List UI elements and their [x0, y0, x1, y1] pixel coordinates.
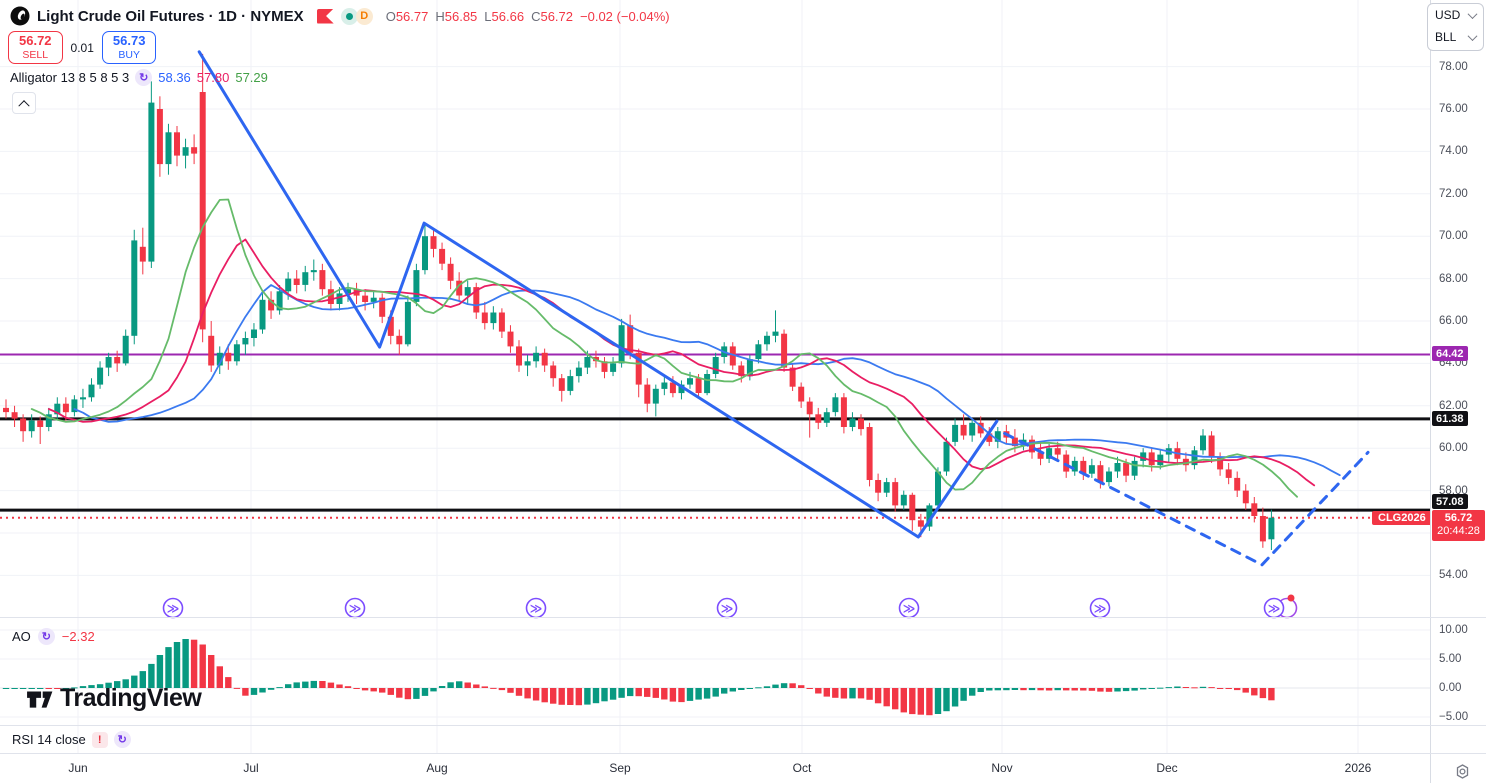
currency-dropdown[interactable]: USD	[1428, 4, 1483, 26]
rsi-label[interactable]: RSI 14 close	[12, 732, 86, 747]
rsi-legend: RSI 14 close ! ↻	[12, 731, 131, 748]
alligator-teeth-value: 57.80	[196, 70, 230, 85]
price-axis-label: 72.00	[1439, 187, 1468, 200]
svg-text:≫: ≫	[1268, 602, 1281, 616]
price-axis-label: 68.00	[1439, 272, 1468, 285]
price-change: −0.02 (−0.04%)	[580, 8, 670, 24]
unit-dropdown[interactable]: BLL	[1428, 26, 1483, 48]
ohlc-values: O56.77 H56.85 L56.66 C56.72 −0.02 (−0.04…	[385, 8, 670, 24]
time-axis-label[interactable]: Nov	[991, 761, 1013, 775]
price-axis-label: 58.00	[1439, 484, 1468, 497]
settings-gear-icon[interactable]	[1455, 764, 1470, 779]
price-axis-label: 54.00	[1439, 569, 1468, 582]
level-badge-purple: 64.42	[1432, 346, 1468, 361]
ao-axis-label: 10.00	[1439, 624, 1468, 636]
time-axis-label[interactable]: Jul	[243, 761, 259, 775]
chevron-up-icon	[18, 100, 30, 112]
svg-text:≫: ≫	[530, 602, 543, 616]
spread-value: 0.01	[70, 40, 94, 55]
currency-value: USD	[1435, 8, 1461, 22]
price-axis-label: 60.00	[1439, 442, 1468, 455]
ao-legend: AO ↻ −2.32	[12, 628, 95, 645]
ao-axis-label: 5.00	[1439, 653, 1462, 665]
current-price: 56.72	[1444, 511, 1473, 524]
ao-label[interactable]: AO	[12, 629, 31, 644]
unit-value: BLL	[1435, 30, 1457, 44]
refresh-icon[interactable]: ↻	[113, 731, 131, 748]
level-badge-black-2: 57.08	[1432, 494, 1468, 509]
axis-separator	[0, 753, 1486, 754]
svg-text:≫: ≫	[903, 602, 916, 616]
svg-text:≫: ≫	[1094, 602, 1107, 616]
collapse-button[interactable]	[12, 92, 36, 114]
refresh-icon[interactable]: ↻	[37, 628, 55, 645]
time-axis-label[interactable]: 2026	[1344, 761, 1372, 775]
sell-button[interactable]: 56.72 SELL	[8, 31, 63, 64]
time-axis-label[interactable]: Dec	[1156, 761, 1178, 775]
ao-axis-label: 0.00	[1439, 682, 1462, 694]
level-badge-black-1: 61.38	[1432, 411, 1468, 426]
countdown-timer: 20:44:28	[1437, 525, 1480, 538]
tradingview-glyph-icon	[27, 690, 53, 708]
price-axis-label: 70.00	[1439, 230, 1468, 243]
alligator-jaw-value: 58.36	[158, 70, 191, 85]
price-axis-label: 78.00	[1439, 60, 1468, 73]
price-axis-label: 76.00	[1439, 103, 1468, 115]
time-axis-label[interactable]: Oct	[792, 761, 812, 775]
ao-value: −2.32	[61, 629, 95, 644]
symbol-header: Light Crude Oil Futures · 1D · NYMEX D O…	[10, 6, 670, 26]
time-axis-label[interactable]: Jun	[68, 761, 88, 775]
daily-interval-icon[interactable]: D	[355, 7, 373, 25]
market-status-icon[interactable]	[340, 7, 358, 25]
price-axis-label: 66.00	[1439, 315, 1468, 327]
svg-text:≫: ≫	[721, 602, 734, 616]
alert-icon[interactable]: !	[91, 731, 108, 748]
panel-separator[interactable]	[0, 725, 1486, 726]
alligator-legend: Alligator 13 8 5 8 5 3 ↻ 58.36 57.80 57.…	[10, 69, 268, 86]
symbol-title[interactable]: Light Crude Oil Futures · 1D · NYMEX	[37, 7, 304, 25]
unit-selector: USD BLL	[1427, 3, 1484, 51]
chevron-down-icon	[1467, 8, 1478, 19]
trade-panel: 56.72 SELL 0.01 56.73 BUY	[8, 31, 157, 64]
alligator-label[interactable]: Alligator 13 8 5 8 5 3	[10, 70, 130, 85]
time-axis-label[interactable]: Sep	[609, 761, 631, 775]
price-axis-label: 74.00	[1439, 145, 1468, 158]
chevron-down-icon	[1467, 30, 1478, 41]
buy-button[interactable]: 56.73 BUY	[101, 31, 157, 64]
refresh-icon[interactable]: ↻	[135, 69, 153, 86]
price-axis[interactable]: 64.42 61.38 57.08 56.72 20:44:28 78.00 76…	[1430, 0, 1486, 783]
flag-icon[interactable]	[316, 8, 334, 24]
price-axis-label: 62.00	[1439, 399, 1468, 412]
chart-canvas[interactable]: ≫ ≫ ≫ ≫ ≫ ≫ ≫	[0, 0, 1430, 755]
time-axis-label[interactable]: Aug	[426, 761, 448, 775]
symbol-logo-icon[interactable]	[10, 6, 30, 26]
svg-text:≫: ≫	[349, 602, 362, 616]
ao-axis-label: −5.00	[1439, 711, 1469, 723]
tradingview-wordmark: TradingView	[60, 684, 202, 712]
svg-text:≫: ≫	[167, 602, 180, 616]
tradingview-logo[interactable]: TradingView	[26, 684, 202, 713]
contract-label: CLG2026	[1372, 511, 1432, 525]
alligator-lips-value: 57.29	[235, 70, 268, 85]
current-price-badge: 56.72 20:44:28	[1432, 510, 1485, 541]
panel-separator[interactable]	[0, 617, 1486, 618]
